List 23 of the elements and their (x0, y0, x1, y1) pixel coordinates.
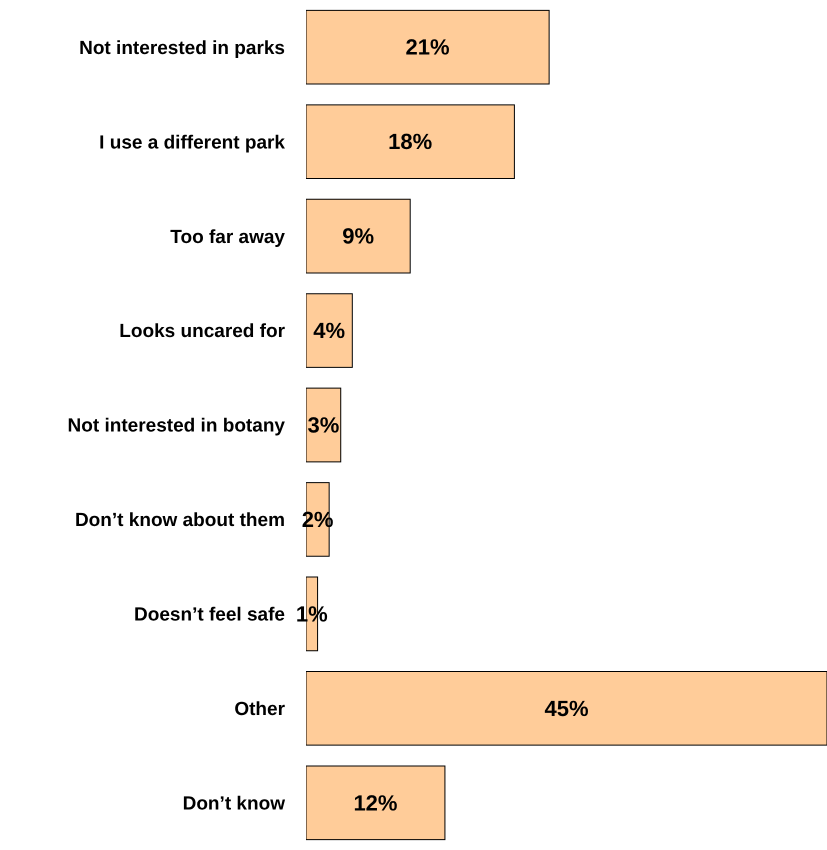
y-tick-label: Doesn’t feel safe (134, 604, 285, 626)
bar (306, 293, 353, 368)
y-tick-label: Not interested in botany (68, 416, 286, 437)
data-label: 3% (307, 412, 340, 438)
bar (306, 198, 411, 274)
bar (306, 10, 550, 85)
y-tick-label: I use a different park (99, 132, 286, 154)
bar (306, 671, 827, 746)
y-tick-label: Looks uncared for (119, 321, 286, 342)
data-label: 4% (313, 318, 346, 344)
data-label: 9% (342, 224, 374, 249)
bar (306, 765, 446, 840)
y-tick-label: Not interested in parks (79, 38, 285, 59)
y-tick-label: Other (234, 698, 286, 720)
data-label: 45% (544, 696, 589, 721)
y-tick-label: Too far away (170, 226, 286, 248)
y-tick-label: Don’t know (182, 793, 286, 814)
data-label: 21% (406, 34, 450, 60)
y-tick-label: Don’t know about them (74, 510, 285, 532)
data-label: 18% (388, 129, 432, 154)
bar (306, 388, 342, 462)
bar (306, 104, 515, 179)
data-label: 12% (353, 790, 398, 816)
